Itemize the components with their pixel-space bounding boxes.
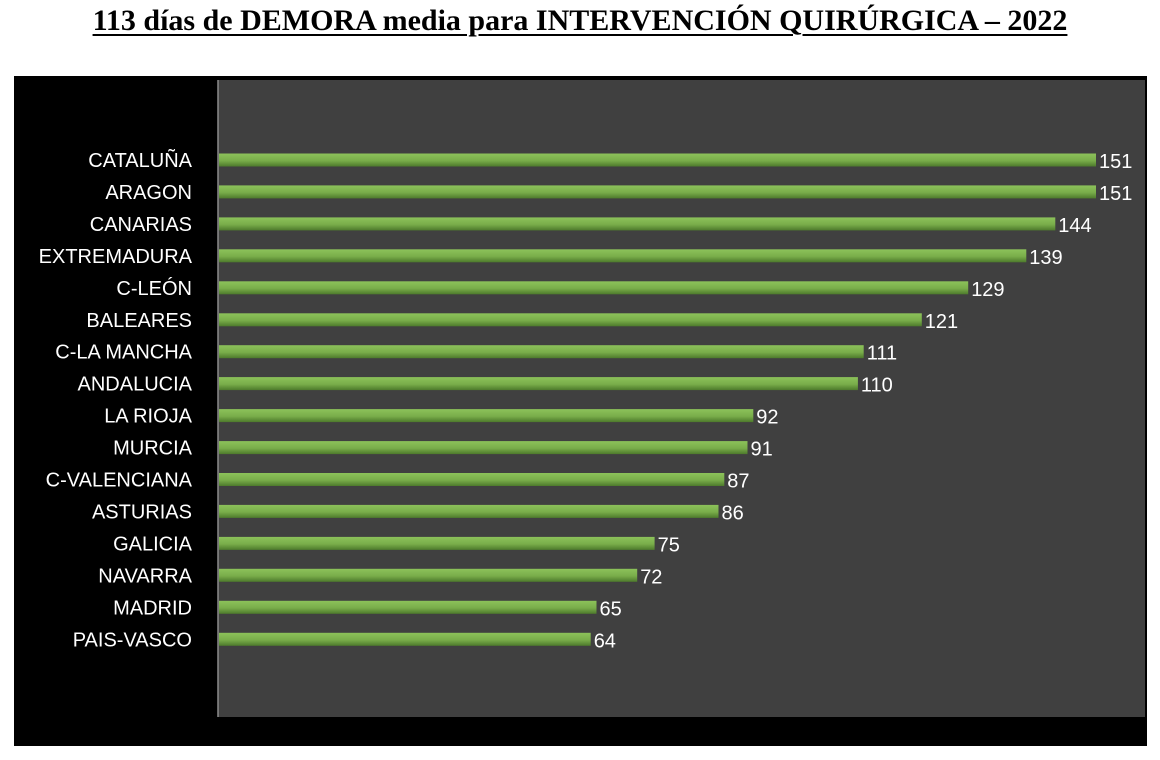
page-title: 113 días de DEMORA media para INTERVENCI… [92,4,1068,37]
category-label: EXTREMADURA [39,246,193,268]
bar [219,377,858,391]
bar [219,473,725,486]
category-label: CATALUÑA [88,148,192,172]
category-label: ARAGON [105,182,192,204]
value-label: 151 [1099,183,1132,205]
bar [219,217,1056,231]
bar [219,153,1096,167]
bar [219,185,1096,199]
value-label: 151 [1099,151,1132,173]
bar [219,536,655,550]
bar [219,313,922,327]
value-label: 139 [1029,247,1062,269]
value-label: 121 [925,311,958,333]
bar [219,632,591,646]
bar [219,281,969,295]
category-label: LA RIOJA [104,406,192,428]
category-label: C-LA MANCHA [55,342,192,364]
bar [219,568,638,582]
plot-area [218,80,1145,717]
value-label: 91 [751,439,773,461]
value-label: 110 [861,375,893,397]
category-label: MURCIA [113,438,193,460]
value-label: 86 [722,503,744,525]
bar [219,345,864,359]
bar [219,441,748,455]
category-label: CANARIAS [90,214,192,236]
value-label: 87 [727,471,749,493]
bar [219,249,1027,263]
category-label: C-VALENCIANA [46,470,193,492]
category-label: NAVARRA [98,565,192,587]
bar [219,504,719,518]
value-label: 65 [600,598,622,620]
value-label: 92 [756,407,778,429]
value-label: 72 [640,566,662,588]
category-label: ANDALUCIA [78,374,193,396]
category-label: PAIS-VASCO [73,629,192,651]
category-label: C-LEÓN [116,277,192,300]
value-label: 129 [971,279,1004,301]
bar [219,600,597,614]
category-label: ASTURIAS [92,502,192,524]
value-label: 144 [1058,215,1091,237]
category-label: GALICIA [113,533,193,555]
value-label: 75 [658,534,680,556]
bar [219,409,754,423]
value-label: 64 [594,630,616,652]
category-label: BALEARES [86,310,192,332]
category-label: MADRID [113,597,192,619]
value-label: 111 [867,343,897,365]
